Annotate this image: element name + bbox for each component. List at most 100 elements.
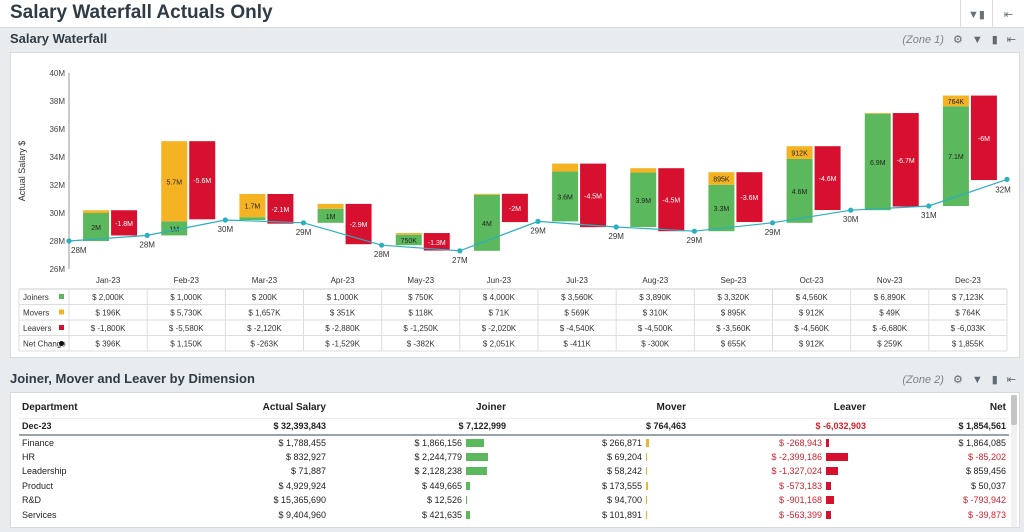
start-value-label: 27M [452,256,468,265]
total-mover: $ 764,463 [509,417,689,436]
col-joiner[interactable]: Joiner [475,402,506,414]
leaver-bar [970,95,997,181]
net-change-point [613,224,619,230]
start-value-label: 29M [530,226,546,235]
row-department: Services [22,509,57,520]
row-mover: $ 101,891 [601,509,642,520]
table-cell: $ -263K [250,340,279,349]
table-cell: $ 2,000K [92,293,125,302]
net-change-point [222,217,228,223]
joiner-data-label: 3.9M [635,198,651,205]
joiner-data-label: 4M [482,221,492,228]
table-cell: $ 750K [408,293,434,302]
net-change-point [769,220,776,226]
table-cell: $ 310K [643,309,669,318]
start-value-label: 29M [687,236,703,245]
joiner-bar [239,217,266,220]
table-row[interactable]: Services $ 9,404,960 $ 421,635 $ 101,891 $ -… [19,508,1009,523]
leaver-data-label: -4.6M [819,176,837,183]
row-joiner-cell: $ 2,244,779 [329,450,509,465]
row-leaver-cell: $ -563,399 [689,508,869,523]
row-mover-cell: $ 173,555 [509,479,689,494]
table-row[interactable]: R&D $ 15,365,690 $ 12,526 $ 94,700 $ -901,16… [19,493,1009,508]
table-total-row: Dec-23 $ 32,393,843 $ 7,122,999 $ 764,46… [19,417,1009,436]
comment-icon[interactable]: ▮ [991,34,998,46]
joiner-data-label: 3.6M [557,194,573,201]
table-row[interactable]: Leadership $ 71,887 $ 2,128,238 $ 58,242 $ -… [19,464,1009,479]
scrollbar-track[interactable] [1011,395,1017,527]
end-value-label: 32M [995,185,1011,194]
col-leaver[interactable]: Leaver [833,402,866,414]
col-department[interactable]: Department [22,402,78,414]
settings-icon[interactable]: ⚙ [952,34,963,46]
y-tick-label: 34M [49,153,65,162]
table-cell: $ 1,000K [327,293,360,302]
row-mover-cell: $ 94,700 [509,493,689,508]
comment-icon[interactable]: ▮ [991,374,998,386]
filter-comment-icon[interactable]: ▼▮ [960,0,992,28]
table-cell: $ 3,320K [717,293,750,302]
net-change-point [300,220,307,226]
row-actual-salary: $ 9,404,960 [278,509,326,520]
row-mover: $ 173,555 [601,480,642,491]
row-mover: $ 266,871 [601,437,642,448]
waterfall-chart: 26M 28M 30M 32M 34M 36M 38M 40M Actual Salary $ 2… [17,69,1011,352]
table-row[interactable]: Product $ 4,929,924 $ 449,665 $ 173,555 $ -5… [19,479,1009,494]
table-cell: $ -1,529K [325,340,360,349]
net-change-point [144,232,150,238]
row-leaver-cell: $ -901,168 [689,493,869,508]
row-mover-cell: $ 69,204 [509,450,689,465]
row-leaver-bar [826,467,839,476]
table-cell: $ 4,560K [796,293,829,302]
col-actual-salary[interactable]: Actual Salary [262,402,326,414]
row-leaver-cell: $ -2,399,186 [689,450,869,465]
table-row[interactable]: HR $ 832,927 $ 2,244,779 $ 69,204 $ -2,399,1… [19,450,1009,465]
joiner-bar [630,172,657,227]
waterfall-section-title: Salary Waterfall [10,31,108,46]
scrollbar-thumb[interactable] [1011,395,1017,425]
settings-icon[interactable]: ⚙ [952,374,963,386]
mover-bar [708,172,735,185]
table-cell: $ 7,123K [952,293,985,302]
leaver-data-label: -4.5M [662,198,680,205]
filter-icon[interactable]: ▼ [971,33,983,46]
start-value-label: 28M [71,246,87,255]
joiner-bar [786,158,813,223]
leaver-bar [892,113,919,207]
mover-bar [552,163,579,172]
export-icon[interactable]: ⇤ [992,0,1024,28]
row-leaver-bar [826,452,848,461]
table-header-row: Department Actual Salary Joiner Mover Le… [19,398,1009,418]
x-tick-label: Dec-23 [955,276,981,285]
joiner-bar [473,194,500,251]
col-net[interactable]: Net [989,402,1006,414]
x-tick-label: Jan-23 [96,276,121,285]
filter-icon[interactable]: ▼ [971,373,983,386]
table-cell: $ 49K [879,309,901,318]
row-actual-salary: $ 4,929,924 [278,480,326,491]
row-joiner-cell: $ 12,526 [329,493,509,508]
net-change-point [535,218,541,224]
mover-data-label: 912K [791,151,808,158]
mover-bar [239,194,266,218]
x-tick-label: Sep-23 [721,276,747,285]
legend-swatch [59,294,64,299]
row-actual-salary: $ 1,788,455 [278,437,326,448]
table-row[interactable]: Finance $ 1,788,455 $ 1,866,156 $ 266,871 $ … [19,435,1009,450]
col-mover[interactable]: Mover [656,402,686,414]
export-icon[interactable]: ⇤ [1006,34,1016,46]
row-joiner: $ 449,665 [421,480,462,491]
leaver-data-label: -6M [978,136,990,143]
joiner-data-label: 7.1M [948,154,964,161]
table-cell: $ 3,560K [561,293,594,302]
mover-data-label: 895K [713,176,730,183]
start-value-label: 29M [296,228,312,237]
row-leaver: $ -573,183 [778,480,822,491]
joiner-bar [864,113,891,211]
leaver-data-label: -5.6M [193,178,211,185]
leaver-data-label: -1.8M [115,221,133,228]
table-cell: $ -2,120K [247,324,282,333]
row-leaver-cell: $ -1,327,024 [689,464,869,479]
export-icon[interactable]: ⇤ [1006,374,1016,386]
net-change-point [66,238,72,244]
